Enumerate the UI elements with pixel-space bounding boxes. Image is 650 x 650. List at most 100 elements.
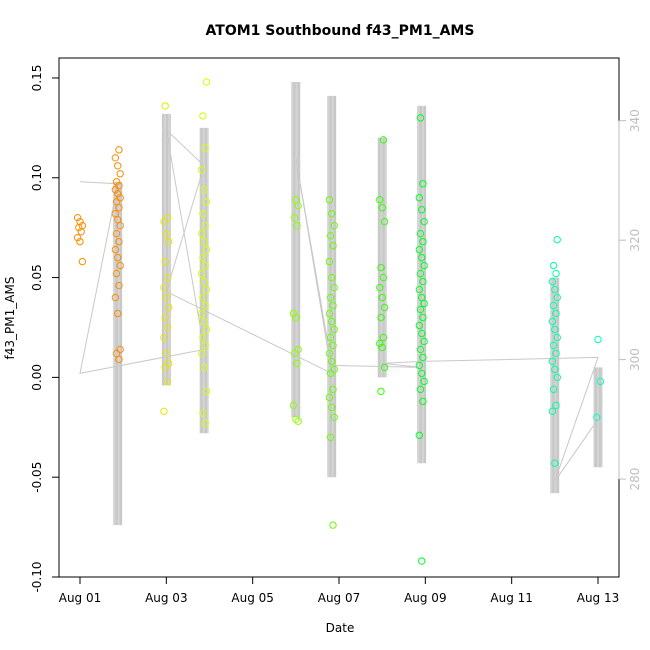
data-point xyxy=(198,349,206,358)
data-point xyxy=(115,281,123,290)
x-axis: Aug 01 Aug 03 Aug 05 Aug 07 Aug 09 Aug 11 Aug … xyxy=(59,576,620,605)
data-point xyxy=(416,345,425,354)
data-point xyxy=(328,317,336,326)
data-point xyxy=(115,237,123,246)
data-point xyxy=(419,313,427,322)
data-point xyxy=(416,229,425,238)
data-point xyxy=(418,206,426,214)
data-point xyxy=(548,357,557,366)
data-point xyxy=(329,521,337,529)
data-point xyxy=(293,221,301,230)
data-point xyxy=(114,253,122,262)
data-point xyxy=(161,102,169,110)
y-tick-label: -0.05 xyxy=(30,462,44,493)
data-point xyxy=(596,377,605,386)
data-point xyxy=(549,341,558,350)
data-point xyxy=(325,349,334,358)
data-point xyxy=(328,273,336,282)
data-point xyxy=(551,459,559,467)
data-point xyxy=(165,303,173,312)
data-point xyxy=(420,377,428,386)
data-point xyxy=(112,269,121,278)
data-point xyxy=(379,136,388,144)
data-point xyxy=(199,409,207,418)
data-point xyxy=(202,285,211,294)
data-point xyxy=(553,373,561,382)
data-point xyxy=(162,349,171,358)
x-tick-label: Aug 13 xyxy=(577,591,620,605)
data-point xyxy=(549,385,558,394)
data-point xyxy=(553,293,561,302)
data-point xyxy=(549,301,558,310)
plot-frame xyxy=(58,57,620,578)
data-point xyxy=(112,229,121,238)
data-point xyxy=(199,253,207,262)
x-tick-label: Aug 07 xyxy=(318,591,361,605)
data-point xyxy=(415,361,424,370)
data-point xyxy=(112,178,121,186)
y-tick-label: 0.05 xyxy=(30,264,44,291)
data-point xyxy=(198,269,206,278)
data-point xyxy=(330,283,338,292)
data-point xyxy=(419,397,427,406)
data-point xyxy=(198,309,206,318)
data-point xyxy=(76,237,84,246)
data-point xyxy=(548,277,557,286)
data-point xyxy=(330,325,338,334)
data-point xyxy=(78,257,87,266)
data-point xyxy=(290,213,299,222)
data-point xyxy=(73,233,82,242)
data-point xyxy=(420,261,428,270)
data-point xyxy=(202,245,211,254)
data-point xyxy=(552,349,560,358)
data-point xyxy=(201,341,210,350)
data-point xyxy=(378,204,386,212)
data-point xyxy=(202,78,211,86)
data-point xyxy=(328,403,336,412)
ribbon-layer xyxy=(113,81,603,526)
data-point xyxy=(162,293,171,302)
data-point xyxy=(594,335,602,344)
data-point xyxy=(200,186,208,194)
data-point xyxy=(199,293,207,302)
data-point xyxy=(198,229,206,238)
data-point xyxy=(418,557,426,565)
data-point xyxy=(201,419,210,427)
data-point xyxy=(379,333,388,342)
data-point xyxy=(160,283,168,292)
data-point xyxy=(199,333,207,342)
data-point xyxy=(200,317,208,326)
data-point xyxy=(200,363,208,372)
x-tick-label: Aug 11 xyxy=(490,591,533,605)
data-point xyxy=(418,369,426,378)
data-point xyxy=(328,210,336,218)
data-point xyxy=(160,217,168,226)
data-point xyxy=(553,333,561,342)
track-layer xyxy=(79,128,599,482)
data-point xyxy=(552,269,560,278)
data-point xyxy=(419,237,427,246)
data-point xyxy=(415,245,424,254)
data-point xyxy=(420,337,428,346)
data-point xyxy=(201,144,210,152)
data-point xyxy=(116,221,124,230)
data-point xyxy=(114,162,122,170)
data-point xyxy=(416,114,425,122)
track-line xyxy=(79,128,599,482)
data-point xyxy=(329,385,337,394)
data-point xyxy=(290,349,299,358)
x-tick-label: Aug 05 xyxy=(231,591,274,605)
data-point xyxy=(593,413,601,422)
data-point xyxy=(202,387,211,396)
data-point xyxy=(160,407,168,416)
data-point xyxy=(165,237,173,246)
y2-tick-label: 340 xyxy=(628,109,642,132)
data-point xyxy=(415,321,424,330)
data-point xyxy=(329,341,337,350)
data-point xyxy=(77,227,85,236)
data-point xyxy=(415,431,424,439)
data-point xyxy=(116,170,124,178)
data-point xyxy=(73,213,82,222)
data-point xyxy=(198,166,206,174)
